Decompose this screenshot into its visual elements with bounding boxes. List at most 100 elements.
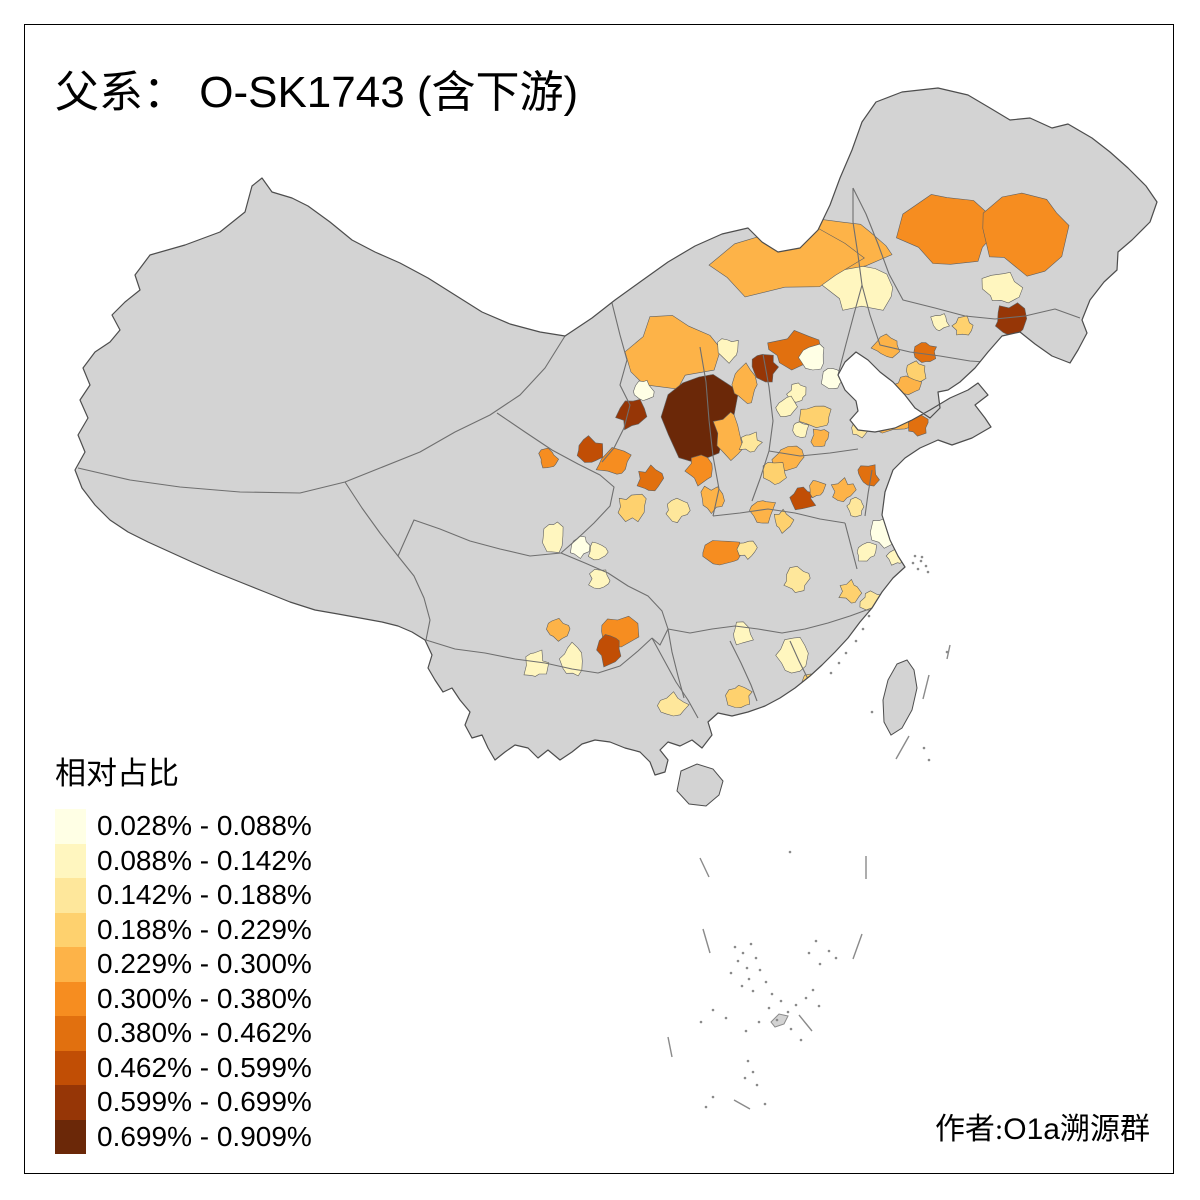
sea-boundary-dash [667,1036,673,1058]
province-border [844,522,858,570]
map-region [982,192,1070,277]
islet-dot [741,951,745,955]
islet-dot [751,989,755,993]
legend-rows: 0.028% - 0.088% 0.088% - 0.142% 0.142% - 0… [55,809,312,1154]
province-border [601,302,631,463]
map-region [856,542,877,562]
taiwan-island [882,659,918,736]
small-island [770,1013,789,1028]
legend-row: 0.188% - 0.229% [55,912,312,947]
map-region [717,338,739,364]
legend-title: 相对占比 [55,756,179,791]
attribution-suffix: 溯源群 [1060,1113,1150,1146]
islet-dot [767,1006,771,1010]
sea-boundary-dash [946,644,951,660]
map-region [657,691,690,717]
islet-dot [818,962,822,966]
map-region [798,405,832,429]
attribution-prefix: 作者: [934,1113,1004,1146]
sea-boundary-dash [852,933,863,960]
map-region [570,535,591,559]
map-region [731,362,758,404]
sea-boundary-dash [733,1099,751,1110]
province-border [651,637,699,719]
legend-swatch [55,1119,86,1154]
map-region [736,540,758,560]
province-border [729,640,758,702]
legend-label: 0.229% - 0.300% [97,948,312,980]
islet-dot [911,561,915,565]
legend-label: 0.088% - 0.142% [97,844,312,876]
province-border [699,346,720,517]
province-border [852,187,1081,320]
map-region [749,500,776,524]
islet-dot [814,939,818,943]
title-haplogroup: O-SK1743 (含下游) [187,68,579,117]
legend-row: 0.229% - 0.300% [55,947,312,982]
islet-dot [861,627,865,631]
province-border [425,637,653,674]
map-region [848,365,868,389]
islet-dot [916,567,920,571]
map-region [725,684,753,709]
map-region [712,411,744,462]
islet-dot [788,850,792,854]
islet-dot [733,945,737,949]
sea-boundary-dash [895,735,910,760]
islet-dot [743,1076,747,1080]
islet-dot [854,639,858,643]
mainland-outline [74,87,1158,776]
islet-dot [763,1102,767,1106]
legend-row: 0.300% - 0.380% [55,981,312,1016]
sea-boundary-dash [798,1014,813,1032]
islet-dot [699,1020,703,1024]
islet-dot [920,555,924,559]
islet-dot [757,1020,761,1024]
islet-dot [919,559,923,563]
map-region [587,541,609,561]
map-region [896,194,995,265]
legend-label: 0.380% - 0.462% [97,1017,312,1049]
province-border [344,481,431,641]
map-region [773,508,795,534]
map-region [783,565,811,593]
legend-label: 0.300% - 0.380% [97,982,312,1014]
province-border [667,628,685,699]
islet-dot [749,942,753,946]
islet-dot [827,949,831,953]
map-region [762,462,787,485]
islet-dot [754,956,758,960]
map-region [838,578,863,604]
islet-dot [870,710,874,714]
islet-dot [811,988,815,992]
map-region [596,634,622,668]
islet-dot [711,1008,715,1012]
islet-dot [704,1105,708,1109]
map-region [633,380,655,401]
province-border [768,448,859,457]
map-region [588,568,611,590]
map-region [810,428,830,447]
islet-dot [794,1003,798,1007]
legend-row: 0.142% - 0.188% [55,878,312,913]
attribution: 作者:O1a溯源群 [935,1104,1150,1148]
legend-swatch [55,878,86,913]
islet-dot [789,1027,793,1031]
legend-label: 0.699% - 0.909% [97,1120,312,1152]
islet-dot [924,564,928,568]
map-region [905,360,927,382]
map-region [595,447,632,475]
map-region [981,271,1024,304]
islet-dot [744,1029,748,1033]
islet-dot [745,966,749,970]
legend-row: 0.028% - 0.088% [55,809,312,844]
sea-boundary-dash [702,928,711,954]
title-cjk-prefix: 父系： [55,68,187,117]
map-region [665,497,691,523]
islet-dot [770,992,774,996]
sea-boundary-dash [922,674,930,700]
map-region [830,477,857,503]
islet-dot [804,996,808,1000]
